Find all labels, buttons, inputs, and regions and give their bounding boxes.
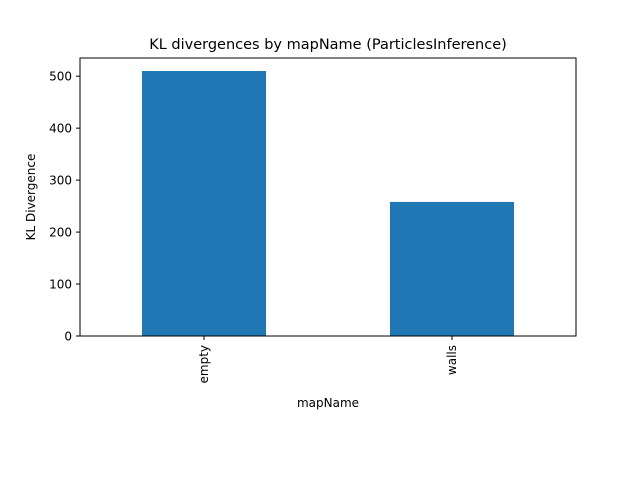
bar-empty xyxy=(142,70,266,337)
x-ticks: empty walls xyxy=(197,336,459,384)
y-tick-label-500: 500 xyxy=(49,70,72,84)
y-tick-label-200: 200 xyxy=(49,226,72,240)
x-axis-label: mapName xyxy=(297,396,359,410)
y-ticks: 0 100 200 300 400 500 xyxy=(49,70,80,344)
bars-layer xyxy=(142,70,514,337)
bar-walls xyxy=(390,201,514,336)
y-tick-label-0: 0 xyxy=(64,330,72,344)
y-tick-label-100: 100 xyxy=(49,278,72,292)
y-tick-label-300: 300 xyxy=(49,174,72,188)
x-tick-label-empty: empty xyxy=(197,345,211,384)
x-tick-label-walls: walls xyxy=(445,345,459,375)
plot-area-frame xyxy=(79,57,577,337)
y-tick-label-400: 400 xyxy=(49,122,72,136)
chart-title: KL divergences by mapName (ParticlesInfe… xyxy=(149,37,507,53)
y-axis-label: KL Divergence xyxy=(24,154,38,241)
